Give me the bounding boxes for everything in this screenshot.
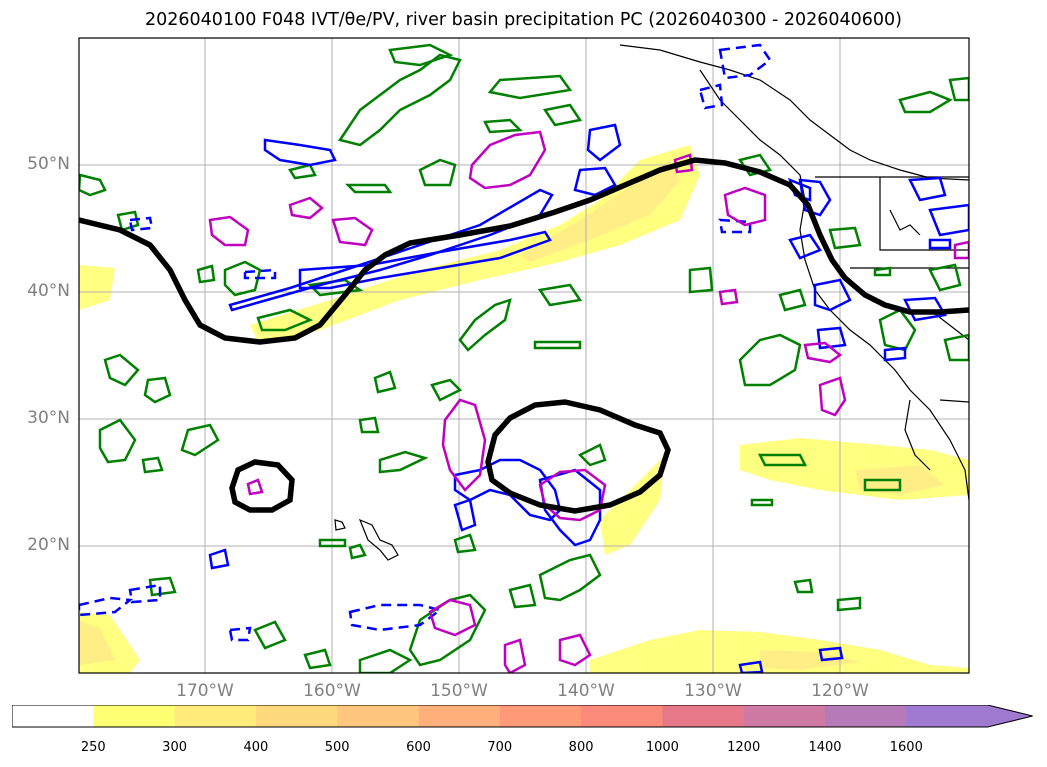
lat-label-50n: 50°N [27,154,70,174]
colorbar-tick-label: 500 [324,740,350,755]
lon-label-130w: 130°W [684,681,742,701]
lon-label-160w: 160°W [303,681,361,701]
lon-label-170w: 170°W [176,681,234,701]
colorbar [12,705,1033,728]
lon-label-140w: 140°W [557,681,615,701]
colorbar-segment [581,705,663,727]
lat-label-30n: 30°N [27,408,70,428]
graticule [79,38,969,673]
colorbar-segment [12,705,94,727]
colorbar-segment [418,705,501,727]
colorbar-segment [825,705,907,727]
precip-contours [208,130,969,673]
colorbar-tick-label: 1600 [889,740,923,755]
colorbar-tick-label: 700 [487,740,513,755]
colorbar-tick-label: 1200 [727,740,761,755]
lat-label-40n: 40°N [27,281,70,301]
colorbar-tick-label: 300 [162,740,187,755]
colorbar-tick-label: 250 [80,740,106,755]
colorbar-segment [743,705,826,727]
colorbar-tick-label: 800 [568,740,594,755]
lon-label-120w: 120°W [811,681,869,701]
colorbar-tick-label: 600 [406,740,431,755]
colorbar-tick-label: 1000 [645,740,679,755]
map-title: 2026040100 F048 IVT/θe/PV, river basin p… [145,10,902,30]
pv-contours [79,43,969,673]
ivt-contours [79,157,969,514]
colorbar-tick-label: 400 [243,740,269,755]
colorbar-segment [499,705,582,727]
colorbar-extend-triangle [987,705,1033,727]
lat-label-20n: 20°N [27,535,70,555]
colorbar-segment [255,705,338,727]
colorbar-tick-label: 1400 [808,740,842,755]
colorbar-segment [337,705,419,727]
colorbar-segment [906,705,989,727]
colorbar-segment [93,705,176,727]
colorbar-segment [662,705,745,727]
map-frame [78,37,970,674]
colorbar-segment [174,705,257,727]
ivt-shading [79,145,969,673]
lon-label-150w: 150°W [430,681,488,701]
